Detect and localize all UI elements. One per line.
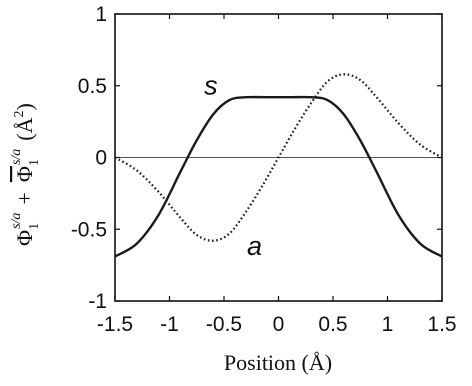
x-tick-label: -1.5 [97,313,133,336]
y-tick-label: -0.5 [71,218,107,241]
y-label-sub-2: 1 [27,159,42,166]
annotation-s: s [204,70,218,100]
y-label-sup-2: s/a [9,149,24,165]
x-tick-label: -1 [160,313,179,336]
series-s-line [114,95,443,258]
y-label-unit-exp: 2 [12,110,27,117]
y-tick-label: 1 [95,3,107,26]
y-label-sup: s/a [9,213,24,229]
y-label-unit-open: (Å [12,117,37,140]
series-a-line [114,73,443,242]
y-tick-label: 0.5 [78,75,107,98]
y-label-sub: 1 [27,223,42,230]
x-tick-label: 1 [382,313,394,336]
annotation-a: a [247,231,262,261]
x-tick-label: 0 [273,313,285,336]
y-label-unit-close: ) [12,103,37,110]
x-axis-title: Position (Å) [224,350,332,375]
x-tick-label: 1.5 [427,313,456,336]
y-label-plus: + [12,192,37,204]
y-label-phi-bar: Φ [12,166,37,182]
y-label-phi: Φ [12,230,37,246]
y-axis-title: Φ1s/a+Φ1s/a(Å2) [9,103,42,246]
y-tick-label: 0 [95,147,107,170]
x-tick-label: 0.5 [318,313,347,336]
y-tick-label: -1 [88,290,107,313]
x-tick-label: -0.5 [206,313,242,336]
svg-text:Φ1s/a+Φ1s/a(Å2): Φ1s/a+Φ1s/a(Å2) [9,103,42,246]
